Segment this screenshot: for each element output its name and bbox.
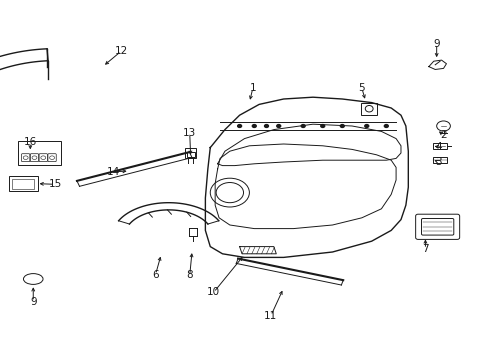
Text: 13: 13 — [183, 128, 196, 138]
Circle shape — [340, 125, 344, 127]
Text: 10: 10 — [207, 287, 220, 297]
Circle shape — [264, 125, 268, 127]
Text: 9: 9 — [30, 297, 37, 307]
Text: 5: 5 — [358, 83, 365, 93]
Text: 7: 7 — [421, 244, 428, 254]
Circle shape — [301, 125, 305, 127]
Circle shape — [384, 125, 387, 127]
Circle shape — [252, 125, 256, 127]
Text: 11: 11 — [264, 311, 277, 321]
Text: 3: 3 — [434, 157, 441, 167]
Text: 15: 15 — [48, 179, 62, 189]
Text: 4: 4 — [434, 142, 441, 152]
Text: 14: 14 — [107, 167, 121, 177]
Circle shape — [364, 125, 368, 127]
Circle shape — [237, 125, 241, 127]
Text: 16: 16 — [23, 137, 37, 147]
Text: 9: 9 — [432, 39, 439, 49]
Text: 12: 12 — [114, 46, 128, 56]
Circle shape — [320, 125, 324, 127]
Text: 8: 8 — [186, 270, 193, 280]
Text: 1: 1 — [249, 83, 256, 93]
Circle shape — [276, 125, 280, 127]
Text: 6: 6 — [152, 270, 159, 280]
Text: 2: 2 — [439, 130, 446, 140]
